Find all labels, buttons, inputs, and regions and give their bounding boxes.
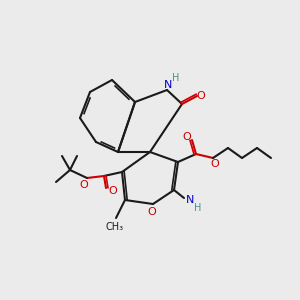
Text: O: O [148, 207, 156, 217]
Text: H: H [194, 203, 202, 213]
Text: O: O [109, 186, 117, 196]
Text: CH₃: CH₃ [106, 222, 124, 232]
Text: O: O [183, 132, 191, 142]
Text: O: O [80, 180, 88, 190]
Text: H: H [172, 73, 180, 83]
Text: N: N [164, 80, 172, 90]
Text: N: N [186, 195, 194, 205]
Text: O: O [196, 91, 206, 101]
Text: O: O [211, 159, 219, 169]
